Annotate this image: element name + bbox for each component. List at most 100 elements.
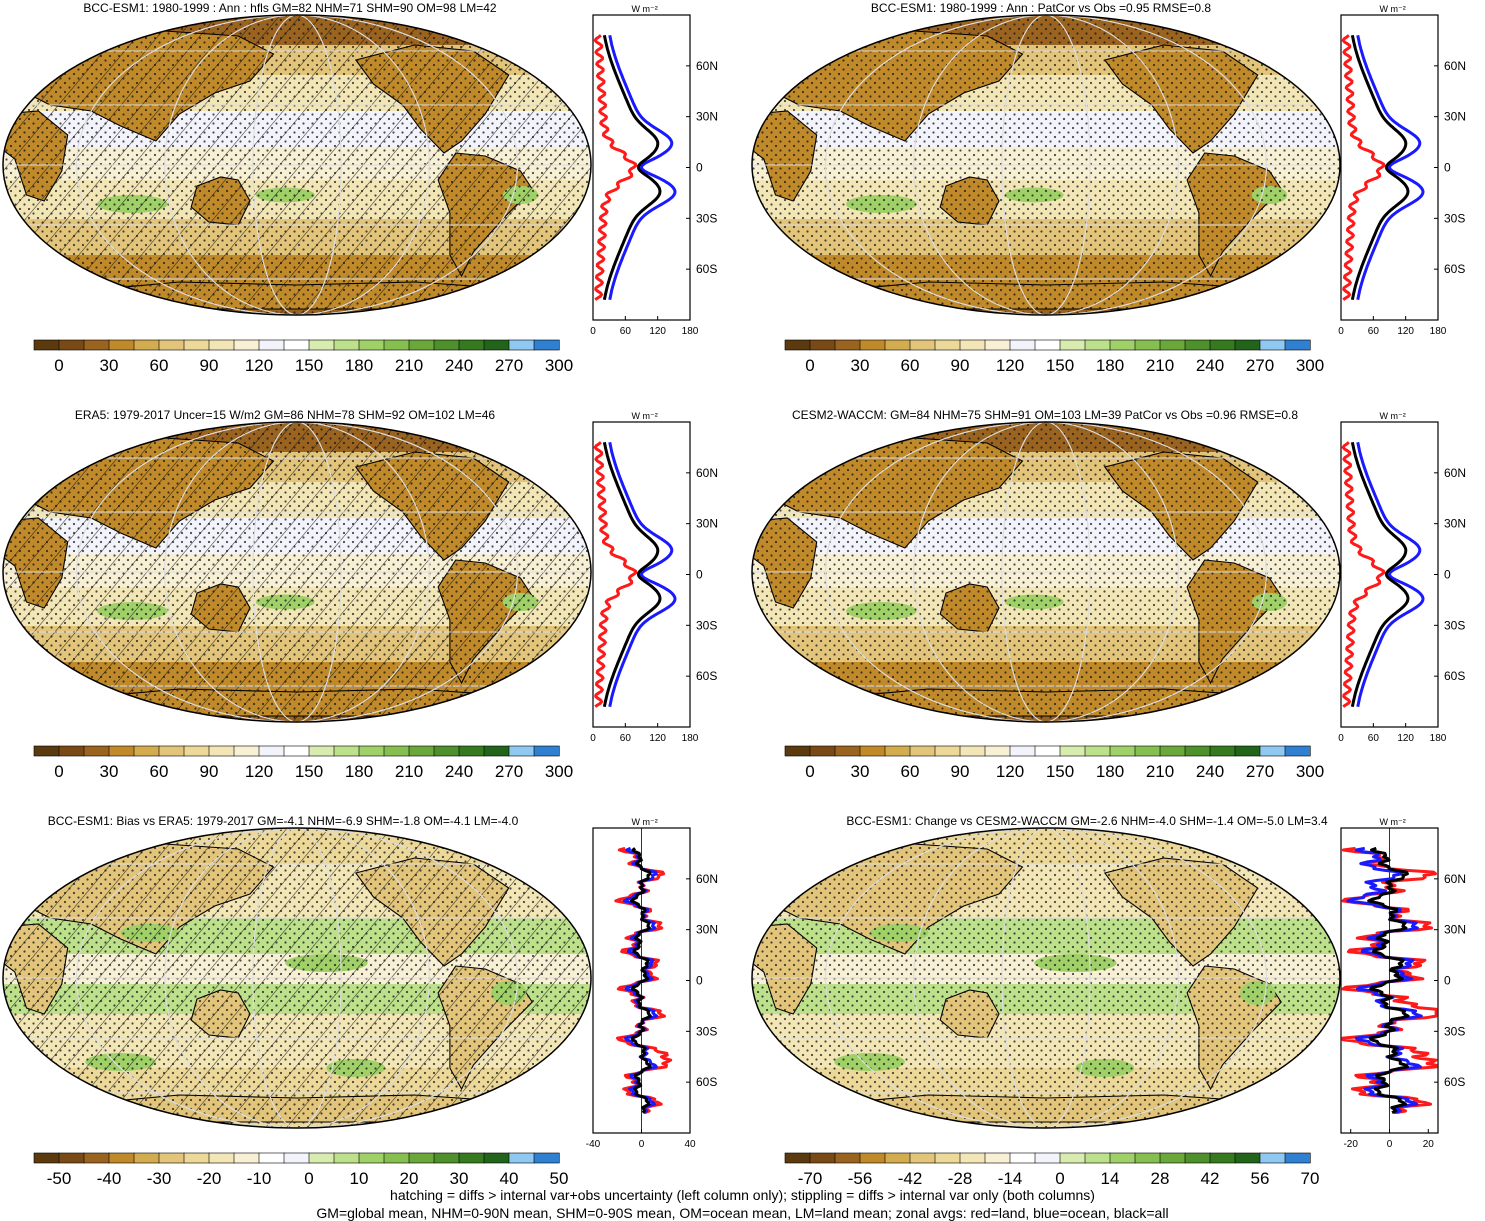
zonal-panel-1: W m⁻² 60N 30N 0 30S 60S 0 60 120 180: [590, 4, 718, 337]
zonal-x-tick-3-3: 120: [649, 733, 666, 744]
colorbar-tick-1-4: 90: [200, 356, 219, 375]
colorbar-swatch-5-1: [33, 1152, 60, 1164]
colorbar-swatch-6-18: [1209, 1152, 1236, 1164]
colorbar-swatch-2-6: [909, 339, 936, 351]
colorbar-tick-6-5: -14: [998, 1169, 1023, 1188]
panel-title-1: BCC-ESM1: 1980-1999 : Ann : hfls GM=82 N…: [83, 1, 497, 15]
colorbar-tick-2-5: 120: [996, 356, 1024, 375]
graticule-lon-6-6: [825, 828, 1267, 1128]
zonal-x-tick-2-2: 60: [1368, 326, 1380, 337]
colorbar-swatch-3-5: [133, 745, 160, 757]
colorbar-tick-5-3: -30: [147, 1169, 172, 1188]
zonal-panel-2: W m⁻² 60N 30N 0 30S 60S 0 60 120 180: [1338, 4, 1466, 337]
colorbar-swatch-1-18: [458, 339, 485, 351]
colorbar-swatch-3-18: [458, 745, 485, 757]
continent-greenland-1: [519, 29, 563, 55]
colorbar-swatch-1-15: [383, 339, 410, 351]
zonal-line-land-4: [1341, 441, 1386, 708]
colorbar-swatch-5-9: [233, 1152, 260, 1164]
zonal-line-all-6: [1367, 846, 1410, 1115]
colorbar-swatch-1-10: [258, 339, 285, 351]
colorbar-swatch-3-6: [158, 745, 185, 757]
colorbar-swatch-3-9: [233, 745, 260, 757]
colorbar-swatch-6-4: [859, 1152, 886, 1164]
colorbar-swatch-4-8: [959, 745, 986, 757]
zonal-x-tick-2-1: 0: [1338, 326, 1344, 337]
colorbar-swatch-4-13: [1084, 745, 1111, 757]
colorbar-swatch-6-7: [934, 1152, 961, 1164]
continent-greenland-6: [1268, 842, 1312, 868]
colorbar-swatch-4-7: [934, 745, 961, 757]
colorbar-swatch-5-6: [158, 1152, 185, 1164]
colorbar-tick-3-10: 270: [495, 762, 523, 781]
panel-title-5: BCC-ESM1: Bias vs ERA5: 1979-2017 GM=-4.…: [48, 814, 519, 828]
colorbar-tick-1-7: 180: [345, 356, 373, 375]
colorbar-swatch-1-14: [358, 339, 385, 351]
zonal-lat-tick-1-2: 30N: [696, 110, 718, 124]
colorbar-swatch-5-11: [283, 1152, 310, 1164]
colorbar-swatch-1-20: [508, 339, 535, 351]
zonal-lat-tick-5-5: 60S: [696, 1075, 717, 1089]
colorbar-swatch-5-7: [183, 1152, 210, 1164]
zonal-line-ocean-4: [1356, 442, 1425, 707]
colorbar-tick-1-9: 240: [445, 356, 473, 375]
colorbar-swatch-4-21: [1284, 745, 1311, 757]
colorbar-tick-5-7: 10: [350, 1169, 369, 1188]
graticule-lon-4-4: [1001, 422, 1091, 722]
colorbar-tick-6-11: 70: [1301, 1169, 1320, 1188]
colorbar-tick-3-1: 0: [54, 762, 63, 781]
colorbar-tick-2-4: 90: [951, 356, 970, 375]
colorbar-swatch-5-21: [533, 1152, 560, 1164]
colorbar-swatch-5-2: [58, 1152, 85, 1164]
map-border-3: [2, 421, 592, 723]
colorbar-swatch-2-19: [1234, 339, 1261, 351]
colorbar-swatch-6-21: [1284, 1152, 1311, 1164]
zonal-line-land-3: [593, 441, 638, 708]
colorbar-swatch-3-3: [83, 745, 110, 757]
colorbar-swatch-6-14: [1109, 1152, 1136, 1164]
zonal-x-tick-6-1: -20: [1343, 1139, 1358, 1150]
colorbar-swatch-2-21: [1284, 339, 1311, 351]
map-panel-4: [751, 421, 1341, 723]
zonal-x-tick-4-3: 120: [1397, 733, 1414, 744]
map-border-1: [2, 14, 592, 316]
colorbar-swatch-1-6: [158, 339, 185, 351]
zonal-lat-tick-2-1: 60N: [1444, 59, 1466, 73]
zonal-lat-tick-2-2: 30N: [1444, 110, 1466, 124]
zonal-lat-tick-2-4: 30S: [1444, 211, 1465, 225]
colorbar-1: 0 30 60 90 120 150 180 210 240 270 300: [33, 339, 573, 375]
continent-greenland-4: [1268, 436, 1312, 462]
colorbar-swatch-3-12: [308, 745, 335, 757]
zonal-line-all-5: [630, 847, 652, 1114]
colorbar-tick-3-7: 180: [345, 762, 373, 781]
colorbar-swatch-1-21: [533, 339, 560, 351]
colorbar-swatch-3-14: [358, 745, 385, 757]
colorbar-tick-2-3: 60: [901, 356, 920, 375]
colorbar-swatch-2-8: [959, 339, 986, 351]
colorbar-tick-4-10: 270: [1246, 762, 1274, 781]
zonal-x-tick-1-4: 180: [682, 326, 699, 337]
zonal-x-tick-2-3: 120: [1397, 326, 1414, 337]
panel-title-6: BCC-ESM1: Change vs CESM2-WACCM GM=-2.6 …: [846, 814, 1328, 828]
zonal-x-tick-5-1: -40: [586, 1139, 601, 1150]
colorbar-tick-2-2: 30: [851, 356, 870, 375]
colorbar-swatch-4-1: [784, 745, 811, 757]
colorbar-tick-6-6: 0: [1055, 1169, 1064, 1188]
zonal-lat-tick-6-1: 60N: [1444, 872, 1466, 886]
zonal-line-ocean-3: [608, 442, 677, 707]
colorbar-swatch-5-13: [333, 1152, 360, 1164]
colorbar-tick-4-7: 180: [1096, 762, 1124, 781]
zonal-lat-tick-2-5: 60S: [1444, 262, 1465, 276]
colorbar-tick-1-5: 120: [245, 356, 273, 375]
zonal-lat-tick-2-3: 0: [1444, 161, 1451, 175]
graticule-lon-1-4: [252, 15, 342, 315]
colorbar-swatch-5-17: [433, 1152, 460, 1164]
map-panel-2: [751, 14, 1341, 316]
colorbar-tick-3-11: 300: [545, 762, 573, 781]
colorbar-tick-6-10: 56: [1251, 1169, 1270, 1188]
colorbar-tick-2-7: 180: [1096, 356, 1124, 375]
colorbar-tick-4-11: 300: [1296, 762, 1324, 781]
colorbar-swatch-3-21: [533, 745, 560, 757]
colorbar-swatch-2-2: [809, 339, 836, 351]
colorbar-2: 0 30 60 90 120 150 180 210 240 270 300: [784, 339, 1324, 375]
